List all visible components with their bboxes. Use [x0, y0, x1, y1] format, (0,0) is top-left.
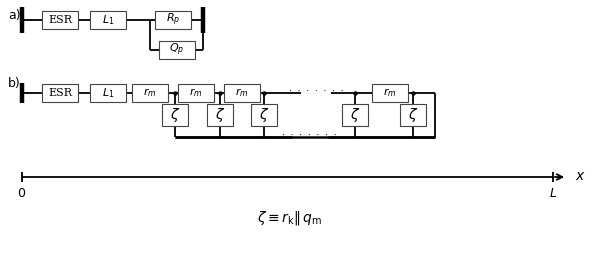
Text: $\zeta$: $\zeta$ — [408, 106, 418, 124]
Text: $\zeta \equiv r_{\mathrm{k}} \|\, q_{\mathrm{m}}$: $\zeta \equiv r_{\mathrm{k}} \|\, q_{\ma… — [257, 209, 323, 227]
Text: $R_p$: $R_p$ — [166, 12, 180, 28]
FancyBboxPatch shape — [155, 11, 191, 29]
FancyBboxPatch shape — [178, 84, 214, 102]
FancyBboxPatch shape — [158, 41, 194, 59]
FancyBboxPatch shape — [42, 11, 78, 29]
FancyBboxPatch shape — [207, 104, 233, 126]
Text: $\zeta$: $\zeta$ — [215, 106, 225, 124]
Text: $r_m$: $r_m$ — [143, 87, 157, 99]
FancyBboxPatch shape — [372, 84, 408, 102]
FancyBboxPatch shape — [90, 11, 126, 29]
Text: $0$: $0$ — [17, 187, 26, 200]
Text: $\zeta$: $\zeta$ — [259, 106, 269, 124]
FancyBboxPatch shape — [400, 104, 426, 126]
FancyBboxPatch shape — [42, 84, 78, 102]
Text: $L_1$: $L_1$ — [102, 13, 114, 27]
FancyBboxPatch shape — [162, 104, 188, 126]
FancyBboxPatch shape — [251, 104, 277, 126]
Text: $x$: $x$ — [575, 169, 586, 183]
Text: ·  ·  ·  ·  ·  ·  ·: · · · · · · · — [282, 131, 337, 140]
Text: $L_1$: $L_1$ — [102, 86, 114, 100]
Text: $L$: $L$ — [549, 187, 557, 200]
Text: ESR: ESR — [48, 15, 72, 25]
Text: b): b) — [8, 77, 21, 90]
Text: ESR: ESR — [48, 88, 72, 98]
Text: $\zeta$: $\zeta$ — [350, 106, 360, 124]
Text: $r_m$: $r_m$ — [189, 87, 203, 99]
Text: $r_m$: $r_m$ — [383, 87, 397, 99]
FancyBboxPatch shape — [132, 84, 168, 102]
Text: $r_m$: $r_m$ — [235, 87, 249, 99]
Text: ·  ·  ·  ·  ·  ·  ·: · · · · · · · — [289, 87, 343, 96]
FancyBboxPatch shape — [342, 104, 368, 126]
Text: $\zeta$: $\zeta$ — [170, 106, 180, 124]
FancyBboxPatch shape — [90, 84, 126, 102]
Text: a): a) — [8, 8, 20, 21]
FancyBboxPatch shape — [224, 84, 260, 102]
Text: $Q_p$: $Q_p$ — [169, 42, 184, 58]
